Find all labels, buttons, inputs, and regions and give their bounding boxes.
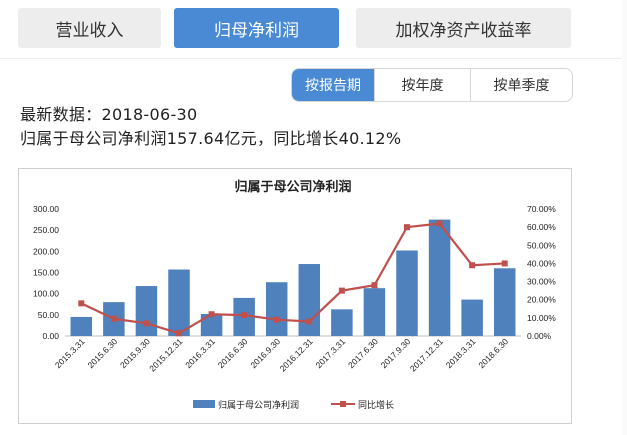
net-profit-summary: 归属于母公司净利润157.64亿元，同比增长40.12% xyxy=(20,129,402,148)
chart-title: 归属于母公司净利润 xyxy=(234,179,351,195)
growth-point xyxy=(176,330,182,337)
legend-bar-label: 归属于母公司净利润 xyxy=(218,399,299,410)
y-right-tick-label: 20.00% xyxy=(527,295,556,305)
x-tick-label: 2016.3.31 xyxy=(183,336,217,370)
segment-by-quarter[interactable]: 按单季度 xyxy=(493,78,550,94)
period-segmented-control: 按报告期 按年度 按单季度 xyxy=(291,68,573,102)
legend-line-label: 同比增长 xyxy=(358,399,394,410)
x-tick-label: 2015.9.30 xyxy=(118,336,152,370)
growth-point xyxy=(78,300,85,307)
growth-point xyxy=(436,220,443,227)
x-tick-label: 2016.9.30 xyxy=(248,336,282,370)
bar xyxy=(298,264,321,336)
bar xyxy=(265,282,288,336)
net-profit-chart: 归属于母公司净利润 0.00 50.00 100.00 150.00 200.00 250.… xyxy=(33,179,556,410)
growth-point xyxy=(469,262,476,269)
x-tick-label: 2016.12.31 xyxy=(278,336,315,373)
y-left-tick-label: 50.00 xyxy=(38,310,60,320)
growth-point xyxy=(110,315,117,322)
bar xyxy=(168,269,190,336)
bar xyxy=(70,316,93,336)
tab-roe[interactable]: 加权净资产收益率 xyxy=(356,8,571,48)
bar xyxy=(200,313,223,336)
growth-line xyxy=(80,222,505,335)
x-tick-label: 2018.6.30 xyxy=(476,336,510,370)
divider xyxy=(0,58,627,59)
x-tick-label: 2015.3.31 xyxy=(53,336,87,370)
segment-by-report-period[interactable]: 按报告期 xyxy=(292,69,375,101)
x-tick-label: 2017.12.31 xyxy=(408,336,445,373)
bar xyxy=(461,299,483,336)
tab-revenue[interactable]: 营业收入 xyxy=(18,8,161,48)
x-tick-label: 2016.6.30 xyxy=(216,336,250,370)
growth-point xyxy=(306,318,313,325)
bar xyxy=(135,286,158,336)
x-tick-label: 2015.6.30 xyxy=(85,336,119,370)
y-left-tick-label: 300.00 xyxy=(33,204,59,214)
chart-container: 归属于母公司净利润 0.00 50.00 100.00 150.00 200.00 250.… xyxy=(18,168,572,424)
growth-point xyxy=(143,320,150,327)
growth-point xyxy=(404,224,410,231)
growth-point xyxy=(338,287,345,294)
bar xyxy=(493,268,516,336)
bar xyxy=(331,309,353,336)
y-right-tick-label: 40.00% xyxy=(527,258,556,268)
legend-line-marker xyxy=(340,401,346,407)
y-left-tick-label: 200.00 xyxy=(33,246,59,256)
growth-point xyxy=(371,282,378,289)
y-right-tick-label: 30.00% xyxy=(527,277,556,287)
tab-net-profit[interactable]: 归母净利润 xyxy=(174,8,339,48)
y-left-tick-label: 250.00 xyxy=(33,225,59,235)
y-left-tick-label: 0.00 xyxy=(42,331,59,341)
x-tick-label: 2017.3.31 xyxy=(313,336,347,370)
bar xyxy=(363,288,386,336)
x-tick-label: 2018.3.31 xyxy=(444,336,478,370)
y-left-tick-label: 150.00 xyxy=(33,268,59,278)
x-tick-label: 2017.9.30 xyxy=(379,336,413,370)
bar xyxy=(428,219,451,336)
y-right-tick-label: 60.00% xyxy=(527,222,556,232)
y-right-tick-label: 10.00% xyxy=(527,313,556,323)
latest-data-date: 最新数据：2018-06-30 xyxy=(20,105,198,124)
y-right-tick-label: 50.00% xyxy=(527,240,556,250)
scrollbar[interactable] xyxy=(622,0,627,435)
bar xyxy=(396,250,418,336)
growth-point xyxy=(273,316,280,323)
metric-tabs: 营业收入 归母净利润 加权净资产收益率 xyxy=(18,8,571,48)
y-right-tick-label: 70.00% xyxy=(527,204,556,214)
legend-bar-swatch xyxy=(193,400,215,408)
growth-point xyxy=(241,312,248,319)
y-right-tick-label: 0.00% xyxy=(527,331,552,341)
growth-point xyxy=(208,311,215,318)
x-tick-label: 2015.12.31 xyxy=(147,336,184,373)
y-left-tick-label: 100.00 xyxy=(33,289,59,299)
segment-by-year[interactable]: 按年度 xyxy=(375,69,471,101)
x-tick-label: 2017.6.30 xyxy=(346,336,380,370)
growth-point xyxy=(501,260,508,267)
